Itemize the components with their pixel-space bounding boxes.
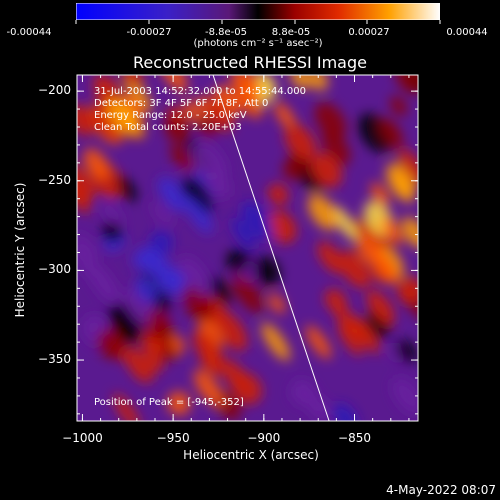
x-tick-label: −850: [338, 431, 371, 445]
axis-ticks: [77, 75, 418, 421]
chart-title: Reconstructed RHESSI Image: [133, 53, 367, 72]
colorbar-gradient: [76, 3, 440, 20]
y-tick-label: −300: [38, 262, 71, 277]
plot-frame: [76, 74, 419, 422]
annotation-energy: Energy Range: 12.0 - 25.0 keV: [94, 110, 247, 121]
x-axis-label: Heliocentric X (arcsec): [183, 448, 319, 462]
colorbar-tick-label: 0.00044: [446, 27, 488, 38]
colorbar-tick-label: 0.00027: [348, 27, 390, 38]
colorbar-tick-label: 8.8e-05: [271, 27, 311, 38]
y-tick-label: −200: [38, 83, 71, 98]
annotation-peak: Position of Peak = [-945,-352]: [94, 397, 244, 408]
colorbar-tick-label: -0.00027: [126, 27, 172, 38]
x-tick-label: −1000: [62, 431, 103, 445]
y-tick-label: −250: [38, 172, 71, 187]
colorbar-units: (photons cm⁻² s⁻¹ asec⁻²): [193, 38, 323, 49]
heatmap-image: [77, 75, 418, 421]
colorbar-tick-label: -8.8e-05: [205, 27, 247, 38]
colorbar-ticks: [75, 20, 441, 24]
annotation-time: 31-Jul-2003 14:52:32.000 to 14:55:44.000: [94, 86, 306, 97]
y-axis-label: Heliocentric Y (arcsec): [13, 182, 27, 318]
annotation-detectors: Detectors: 3F 4F 5F 6F 7F 8F, Att 0: [94, 98, 269, 109]
datestamp: 4-May-2022 08:07: [386, 483, 496, 497]
y-tick-label: −350: [38, 352, 71, 367]
limb-line: [212, 74, 330, 422]
x-tick-label: −900: [247, 431, 281, 445]
limb-line-segment: [212, 74, 330, 422]
annotation-clean: Clean Total counts: 2.20E+03: [94, 122, 242, 133]
x-tick-label: −950: [156, 431, 190, 445]
colorbar-tick-label: -0.00044: [6, 27, 52, 38]
